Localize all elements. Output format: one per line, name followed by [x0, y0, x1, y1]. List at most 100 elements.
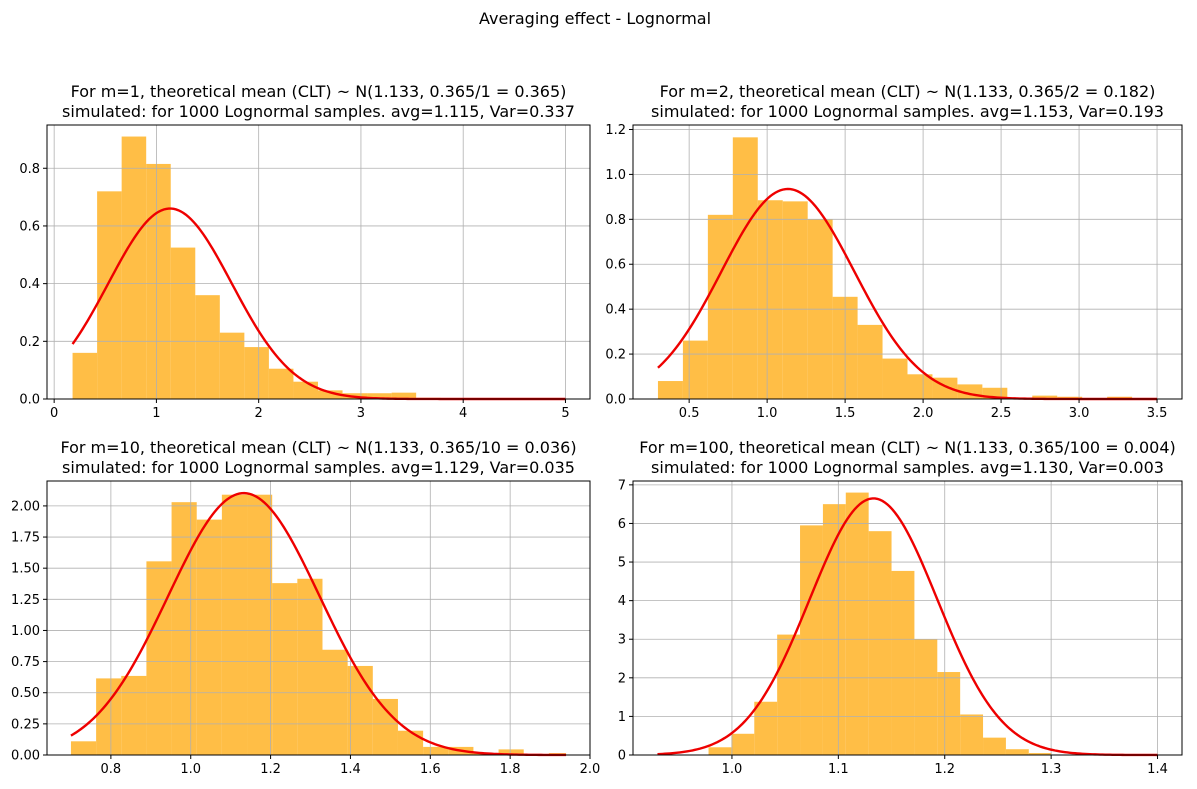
y-tick-label: 2.00 [11, 499, 40, 514]
histogram-bar [754, 701, 778, 755]
histogram-bar [423, 746, 449, 755]
histogram-bar [367, 393, 392, 399]
x-tick-label: 2.0 [580, 762, 601, 777]
x-tick-label: 3 [357, 406, 365, 421]
histogram-bar [317, 390, 343, 399]
histogram-bar [757, 200, 783, 399]
y-tick-label: 0.0 [19, 393, 40, 408]
histogram-bar [347, 665, 373, 755]
histogram-bar [914, 639, 938, 755]
histogram-bar [196, 519, 222, 755]
y-tick-label: 2 [618, 671, 626, 686]
x-tick-label: 1.1 [828, 762, 849, 777]
x-tick-label: 2.0 [913, 406, 934, 421]
y-tick-label: 4 [618, 594, 626, 609]
x-tick-label: 0.5 [679, 406, 700, 421]
y-tick-label: 1.50 [11, 562, 40, 577]
histogram-bar [682, 340, 708, 399]
histogram-bar [937, 672, 961, 755]
histogram-bar [272, 583, 298, 755]
histogram-bar [297, 578, 323, 755]
x-tick-label: 1 [152, 406, 160, 421]
histogram-bar [221, 494, 248, 755]
histogram-bar [708, 747, 732, 755]
histogram-bar [170, 247, 196, 399]
subplot-3: 0.8 1.0 1.2 1.4 1.6 1.8 2.0 0.00 0.25 0.50 0.75 1.0… [11, 438, 600, 777]
x-tick-label: 1.6 [420, 762, 441, 777]
x-tick-label: 3.5 [1147, 406, 1168, 421]
histogram-bar [782, 201, 808, 399]
histogram-bar [391, 392, 417, 399]
histogram-bar [372, 698, 398, 755]
y-tick-label: 0.6 [19, 219, 40, 234]
x-tick-label: 0 [50, 406, 58, 421]
histogram-bar [800, 525, 823, 755]
histogram-bar [397, 730, 424, 755]
y-tick-label: 7 [618, 478, 626, 493]
subplot-title-line2: simulated: for 1000 Lognormal samples. a… [62, 458, 575, 477]
histogram-bar [293, 381, 318, 399]
x-tick-label: 1.5 [835, 406, 856, 421]
subplot-1: 0 1 2 3 4 5 0.0 0.2 0.4 0.6 0.8 For m=1, theoretica… [19, 82, 591, 421]
y-tick-label: 0.2 [605, 348, 626, 363]
y-tick-label: 1.25 [11, 593, 40, 608]
subplot-title-line2: simulated: for 1000 Lognormal samples. a… [62, 102, 575, 121]
histogram-bar [171, 502, 197, 755]
y-tick-label: 1.2 [605, 123, 626, 138]
histogram-bar [982, 387, 1008, 399]
x-tick-label: 2.5 [991, 406, 1012, 421]
histogram-bar [322, 649, 348, 755]
axes-frame [46, 124, 591, 400]
histogram-bar [882, 358, 908, 399]
axes-frame [632, 480, 1183, 756]
histogram-bar [891, 570, 915, 755]
y-tick-label: 0.4 [19, 277, 40, 292]
x-tick-label: 2 [255, 406, 263, 421]
histogram-bar [195, 295, 220, 399]
x-tick-label: 5 [561, 406, 569, 421]
y-tick-label: 0.8 [605, 213, 626, 228]
histogram-bar [707, 214, 733, 399]
y-tick-label: 0 [618, 749, 626, 764]
histogram-bar [146, 163, 171, 399]
x-tick-label: 4 [459, 406, 467, 421]
y-tick-label: 5 [618, 556, 626, 571]
y-tick-label: 6 [618, 517, 626, 532]
histogram-bar [268, 368, 294, 399]
histogram-bar [498, 749, 524, 755]
y-tick-label: 0.4 [605, 303, 626, 318]
x-tick-label: 1.2 [260, 762, 281, 777]
y-tick-label: 1.75 [11, 531, 40, 546]
figure-title: Averaging effect - Lognormal [479, 9, 711, 28]
histogram-bar [731, 733, 755, 755]
histogram-bar [732, 137, 758, 399]
subplot-title-line1: For m=10, theoretical mean (CLT) ~ N(1.1… [60, 438, 576, 457]
y-tick-label: 0.2 [19, 335, 40, 350]
x-tick-label: 3.0 [1069, 406, 1090, 421]
y-tick-label: 0.25 [11, 717, 40, 732]
histogram-bar [219, 332, 245, 399]
y-tick-label: 0.75 [11, 655, 40, 670]
x-tick-label: 1.0 [722, 762, 743, 777]
y-tick-label: 3 [618, 633, 626, 648]
histogram-bar [1005, 749, 1029, 755]
histogram-bar [845, 492, 869, 755]
histogram-bar [857, 324, 883, 399]
histogram-bar [1028, 753, 1052, 755]
histogram-bar [822, 504, 846, 755]
normal-pdf-curve [70, 491, 567, 757]
subplot-title-line1: For m=1, theoretical mean (CLT) ~ N(1.13… [71, 82, 567, 101]
histogram-bar [121, 675, 147, 755]
y-tick-label: 0.50 [11, 686, 40, 701]
normal-pdf-curve [657, 497, 1158, 757]
subplot-title-line2: simulated: for 1000 Lognormal samples. a… [651, 458, 1164, 477]
subplot-2: 0.5 1.0 1.5 2.0 2.5 3.0 3.5 0.0 0.2 0.4 0.6 0.8 1.0 1… [605, 82, 1183, 421]
histogram-bar [657, 381, 683, 399]
x-tick-label: 0.8 [101, 762, 122, 777]
y-tick-label: 0.0 [605, 393, 626, 408]
y-tick-label: 0.8 [19, 162, 40, 177]
x-tick-label: 1.0 [757, 406, 778, 421]
x-tick-label: 1.3 [1041, 762, 1062, 777]
subplot-title-line1: For m=2, theoretical mean (CLT) ~ N(1.13… [660, 82, 1156, 101]
